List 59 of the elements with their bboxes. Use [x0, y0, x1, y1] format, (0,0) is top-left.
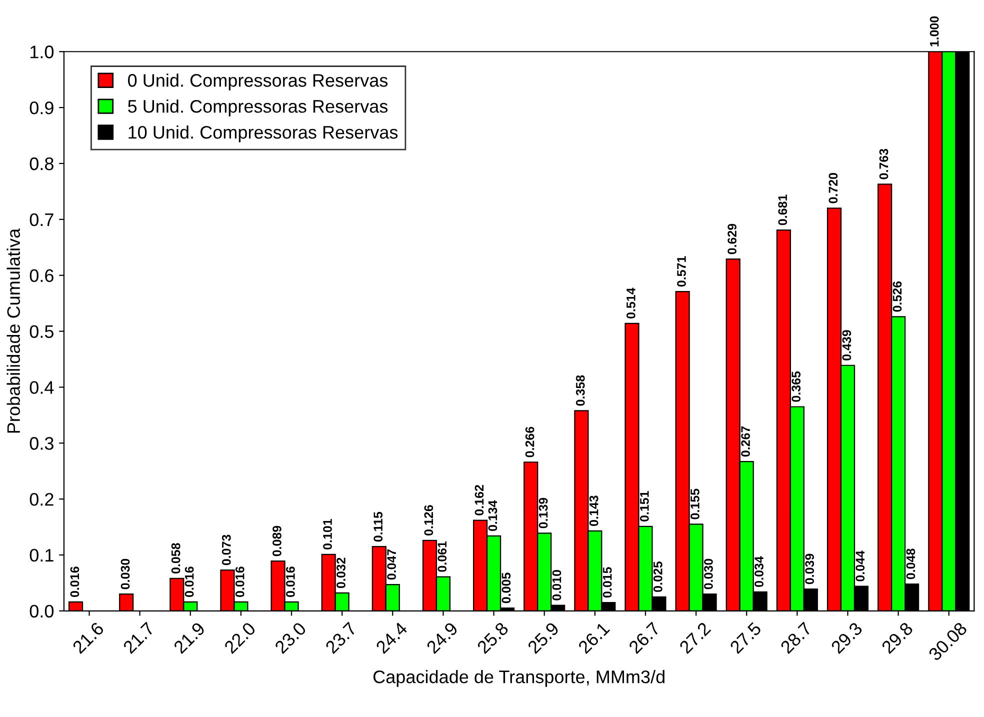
- data-label: 0.126: [424, 505, 434, 536]
- data-label: 0.030: [704, 558, 713, 590]
- y-tick-label: 0.8: [30, 157, 54, 170]
- y-tick-label: 0.9: [30, 101, 54, 114]
- data-label: 0.061: [438, 541, 447, 572]
- data-label: 0.514: [626, 288, 636, 318]
- data-label: 0.115: [374, 512, 383, 542]
- data-label: 0.016: [235, 566, 244, 597]
- data-label: 0.044: [856, 550, 865, 582]
- legend-label: 0 Unid. Compressoras Reservas: [128, 74, 388, 90]
- data-label: 0.365: [792, 371, 801, 402]
- data-label: 0.025: [653, 561, 662, 592]
- data-label: 0.571: [677, 256, 686, 287]
- legend-label: 10 Unid. Compressoras Reservas: [128, 125, 398, 142]
- y-tick-label: 0.4: [30, 381, 54, 394]
- data-label: 0.162: [474, 485, 484, 516]
- data-label: 0.039: [805, 554, 814, 584]
- data-label: 0.526: [892, 281, 902, 312]
- data-label: 0.047: [387, 549, 396, 580]
- data-label: 0.629: [728, 224, 736, 254]
- data-label: 0.058: [171, 543, 180, 574]
- y-tick-label: 1.0: [30, 46, 54, 58]
- data-label: 0.073: [222, 534, 231, 566]
- data-label: 0.034: [754, 556, 764, 587]
- data-label: 0.016: [286, 566, 295, 597]
- legend-label: 5 Unid. Compressoras Reservas: [128, 100, 388, 116]
- data-label: 0.101: [323, 518, 332, 550]
- data-label: 0.139: [538, 498, 548, 528]
- data-label: 0.016: [70, 566, 80, 597]
- y-axis-title: Probabilidade Cumulativa: [6, 228, 20, 433]
- y-tick-label: 0.7: [30, 213, 54, 226]
- data-label: 0.681: [778, 194, 788, 226]
- y-tick-label: 0.6: [30, 269, 54, 282]
- data-label: 1.000: [930, 16, 939, 46]
- data-label: 0.267: [741, 426, 750, 457]
- data-label: 0.439: [842, 330, 852, 360]
- y-tick-label: 0.2: [30, 492, 54, 506]
- data-label: 0.010: [552, 570, 562, 600]
- data-label: 0.266: [525, 426, 534, 458]
- x-tick-label: 26.1: [578, 622, 610, 654]
- data-label: 0.016: [184, 566, 194, 597]
- y-tick-label: 0.5: [30, 325, 54, 338]
- data-label: 0.030: [120, 558, 130, 590]
- data-label: 0.089: [272, 526, 282, 556]
- data-label: 0.134: [488, 500, 498, 531]
- y-tick-label: 0.0: [30, 604, 54, 618]
- data-label: 0.032: [336, 558, 346, 588]
- data-label: 0.358: [576, 375, 585, 406]
- data-label: 0.151: [640, 491, 649, 522]
- data-label: 0.763: [879, 148, 888, 180]
- data-label: 0.155: [690, 488, 700, 520]
- data-label: 0.720: [828, 172, 838, 204]
- data-label: 0.048: [906, 548, 916, 580]
- x-axis-title: Capacidade de Transporte, MMm3/d: [373, 670, 664, 687]
- y-tick-label: 0.3: [30, 437, 54, 450]
- data-label: 0.143: [589, 496, 598, 526]
- data-label: 0.015: [602, 567, 612, 598]
- y-tick-label: 0.1: [30, 548, 54, 562]
- data-label: 0.005: [502, 572, 511, 604]
